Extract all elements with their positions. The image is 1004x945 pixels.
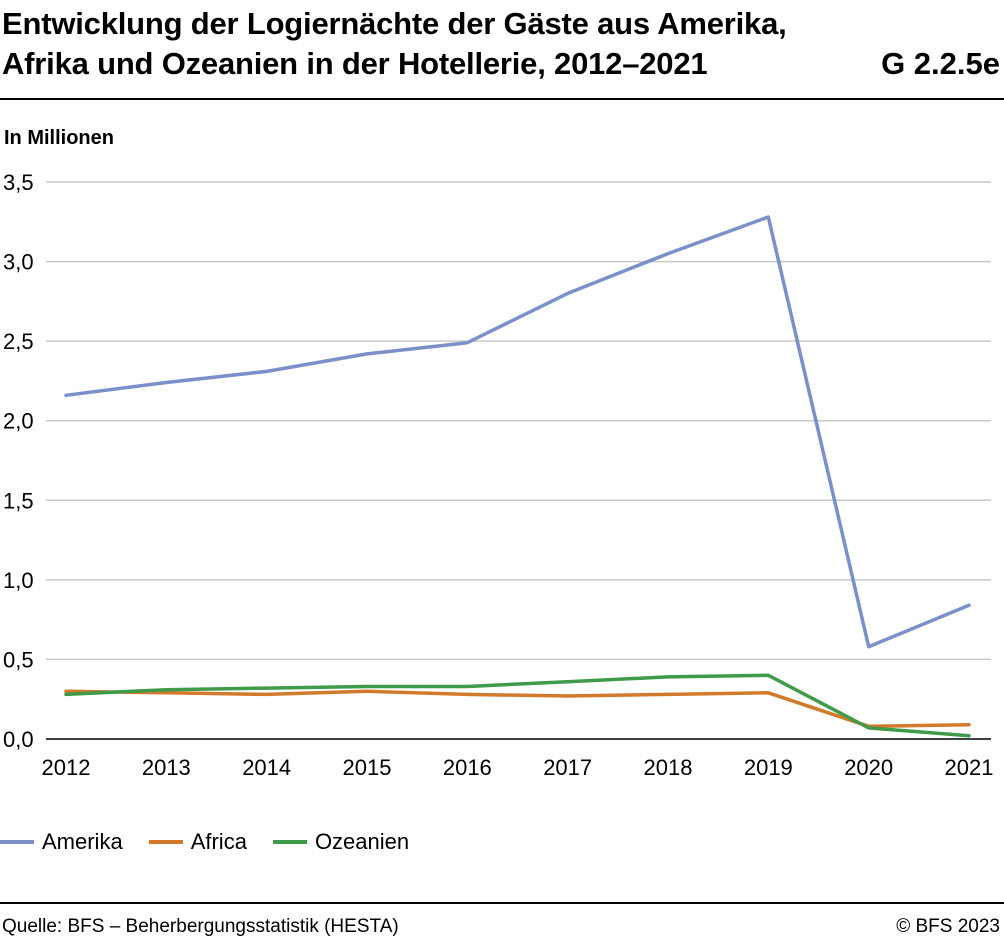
legend-item-africa: Africa <box>148 829 247 855</box>
y-tick-label: 3,0 <box>3 250 34 275</box>
y-tick-label: 2,0 <box>3 409 34 434</box>
x-tick-label: 2019 <box>744 755 793 780</box>
y-tick-label: 3,5 <box>3 170 34 195</box>
x-tick-label: 2015 <box>343 755 392 780</box>
legend-swatch-amerika <box>0 840 34 844</box>
x-tick-label: 2012 <box>42 755 91 780</box>
y-tick-label: 0,0 <box>3 727 34 752</box>
unit-label: In Millionen <box>4 127 114 149</box>
legend-label-africa: Africa <box>190 829 247 854</box>
x-tick-label: 2016 <box>443 755 492 780</box>
series-line-amerika <box>64 215 971 649</box>
legend-swatch-africa <box>148 840 183 844</box>
y-tick-label: 1,0 <box>3 568 34 593</box>
legend: Amerika Africa Ozeanien <box>0 826 435 858</box>
y-tick-label: 1,5 <box>3 488 34 513</box>
x-tick-label: 2017 <box>543 755 592 780</box>
source-note: Quelle: BFS – Beherbergungsstatistik (HE… <box>2 916 399 937</box>
legend-swatch-ozeanien <box>272 840 307 844</box>
title-block: Entwicklung der Logiernächte der Gäste a… <box>0 4 1004 84</box>
series-line-africa <box>64 689 971 729</box>
x-tick-label: 2020 <box>844 755 893 780</box>
legend-item-ozeanien: Ozeanien <box>272 829 410 855</box>
legend-label-amerika: Amerika <box>42 829 123 854</box>
x-tick-label: 2018 <box>644 755 693 780</box>
y-tick-label: 0,5 <box>3 647 34 672</box>
top-rule <box>0 98 1004 100</box>
line-chart: 0,0 0,5 1,0 1,5 2,0 2,5 3,0 3,5 2012 2013 2014 2015… <box>3 170 994 780</box>
bottom-rule <box>0 902 1004 904</box>
copyright-note: © BFS 2023 <box>896 916 1000 937</box>
x-tick-label: 2014 <box>242 755 291 780</box>
x-tick-label: 2021 <box>945 755 994 780</box>
legend-label-ozeanien: Ozeanien <box>314 829 410 854</box>
legend-item-amerika: Amerika <box>0 829 123 855</box>
chart-title-line2: Afrika und Ozeanien in der Hotellerie, 2… <box>2 46 708 81</box>
chart-title-line1: Entwicklung der Logiernächte der Gäste a… <box>2 6 787 41</box>
chart-id: G 2.2.5e <box>881 46 1000 81</box>
y-tick-label: 2,5 <box>3 329 34 354</box>
x-tick-label: 2013 <box>142 755 191 780</box>
series-line-ozeanien <box>64 673 971 738</box>
